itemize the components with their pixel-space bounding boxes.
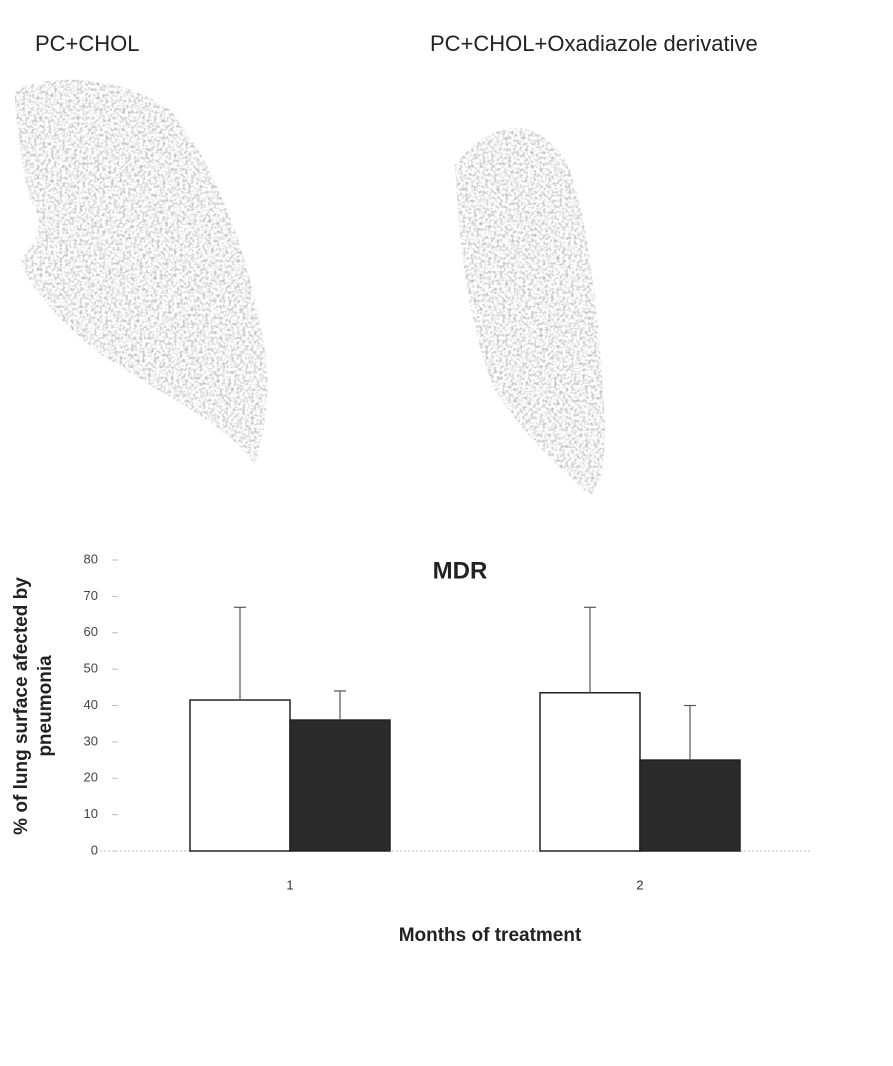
y-tick-label: 20 — [84, 770, 98, 785]
y-tick-label: 10 — [84, 806, 98, 821]
panel-label: PC+CHOL+Oxadiazole derivative — [430, 31, 758, 56]
y-tick-label: 40 — [84, 697, 98, 712]
bar — [639, 759, 741, 852]
lung-image — [15, 79, 268, 465]
y-tick-label: 80 — [84, 551, 98, 566]
bar — [189, 699, 291, 852]
chart-title: MDR — [433, 557, 488, 584]
y-tick-label: 70 — [84, 588, 98, 603]
x-axis-title: Months of treatment — [399, 925, 582, 946]
y-axis-title-line: % of lung surface afected by — [11, 577, 32, 835]
y-tick-label: 0 — [91, 842, 98, 857]
y-tick-label: 60 — [84, 624, 98, 639]
bar — [539, 692, 641, 852]
y-tick-label: 50 — [84, 661, 98, 676]
bar — [289, 719, 391, 852]
panel-label: PC+CHOL — [35, 31, 140, 56]
y-axis-title: % of lung surface afected by pneumonia — [11, 577, 56, 835]
x-tick-label: 2 — [636, 877, 643, 892]
lung-image — [455, 128, 606, 496]
y-axis-title-line: pneumonia — [35, 655, 56, 757]
y-tick-label: 30 — [84, 733, 98, 748]
x-tick-label: 1 — [286, 877, 293, 892]
